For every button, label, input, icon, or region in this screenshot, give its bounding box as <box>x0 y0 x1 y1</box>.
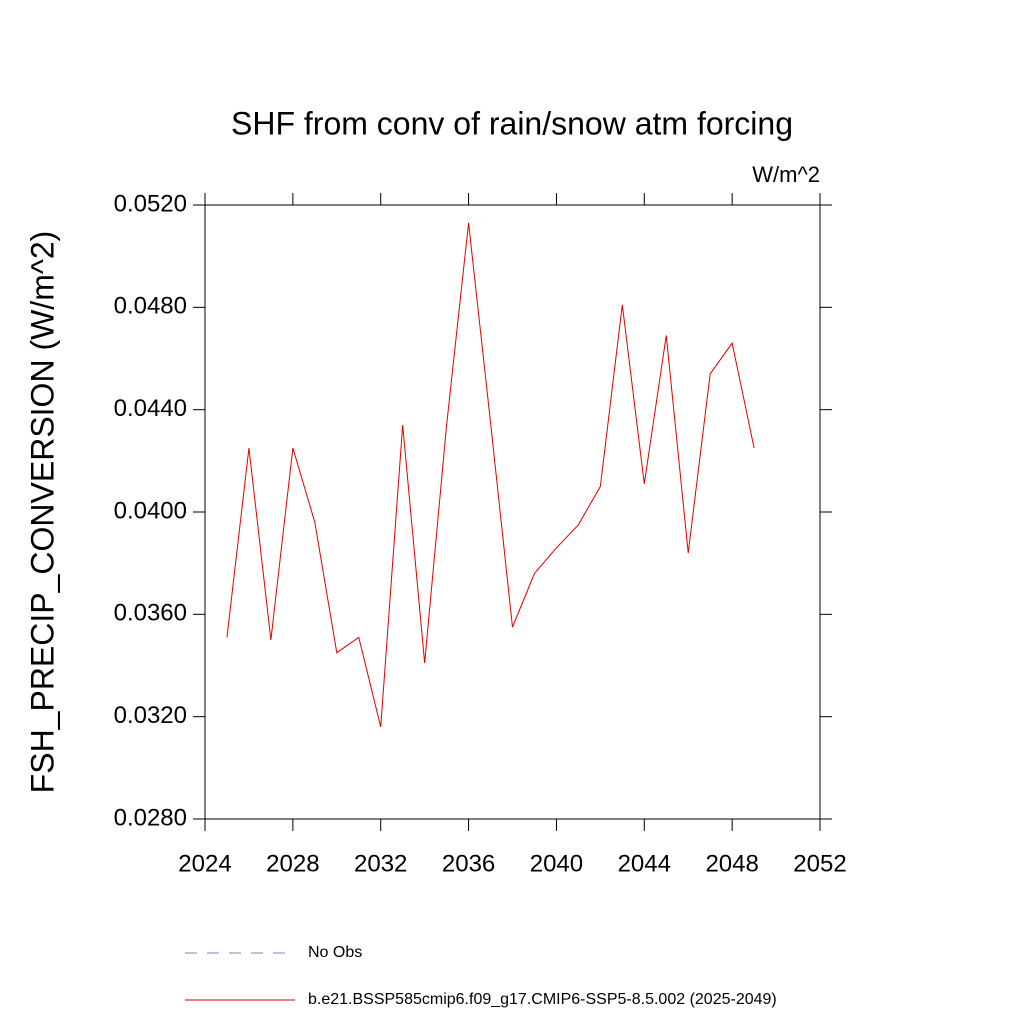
units-label: W/m^2 <box>752 162 820 187</box>
x-tick-label: 2032 <box>354 850 407 877</box>
legend-label: b.e21.BSSP585cmip6.f09_g17.CMIP6-SSP5-8.… <box>308 991 777 1008</box>
y-tick-label: 0.0480 <box>114 293 187 320</box>
plot-frame <box>204 204 821 820</box>
x-tick-label: 2044 <box>618 850 671 877</box>
x-tick-label: 2024 <box>178 850 231 877</box>
y-tick-label: 0.0320 <box>114 702 187 729</box>
legend-label: No Obs <box>308 944 362 961</box>
data-line <box>226 222 755 728</box>
chart-title: SHF from conv of rain/snow atm forcing <box>231 105 793 141</box>
x-tick-label: 2048 <box>705 850 758 877</box>
y-axis-label: FSH_PRECIP_CONVERSION (W/m^2) <box>24 231 60 794</box>
y-tick-label: 0.0360 <box>114 600 187 627</box>
x-tick-label: 2028 <box>266 850 319 877</box>
x-tick-label: 2040 <box>530 850 583 877</box>
y-tick-label: 0.0520 <box>114 190 187 217</box>
y-tick-label: 0.0440 <box>114 395 187 422</box>
x-tick-label: 2052 <box>793 850 846 877</box>
y-tick-label: 0.0400 <box>114 497 187 524</box>
x-tick-label: 2036 <box>442 850 495 877</box>
y-tick-label: 0.0280 <box>114 804 187 831</box>
